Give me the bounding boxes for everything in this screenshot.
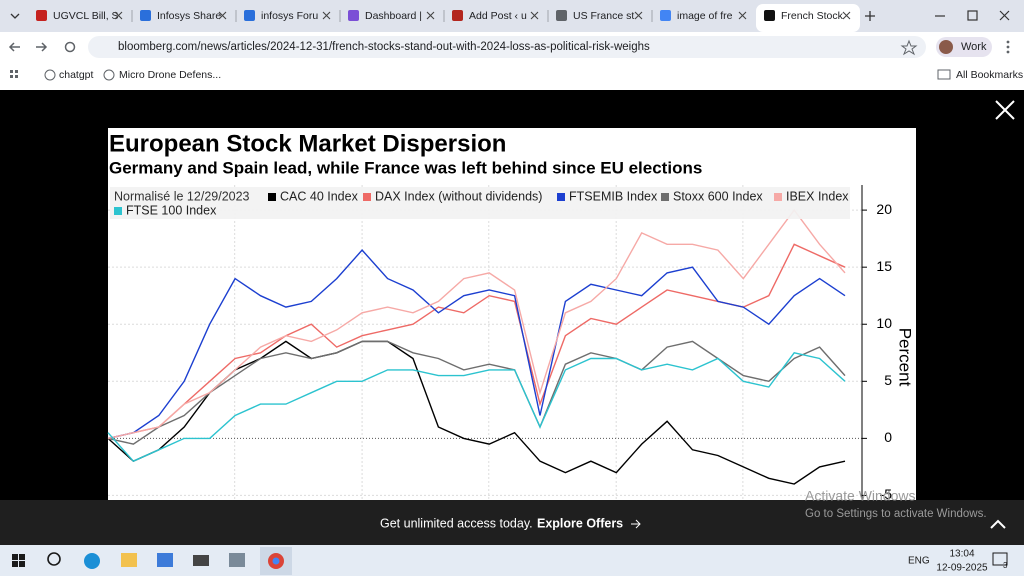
chrome-icon-center [272, 557, 280, 565]
series-line [107, 249, 846, 440]
tab-title[interactable]: infosys Foru [261, 10, 318, 22]
tab-favicon [348, 10, 359, 21]
watermark-title: Activate Windows [805, 488, 915, 504]
legend-swatch [661, 193, 669, 201]
tab-favicon [452, 10, 463, 21]
y-axis-label: Percent [896, 328, 915, 387]
reload-button[interactable] [64, 41, 76, 53]
legend-swatch [774, 193, 782, 201]
tab-title[interactable]: Add Post ‹ u [469, 10, 527, 22]
all-bookmarks[interactable]: All Bookmarks [956, 69, 1023, 81]
legend-label: DAX Index (without dividends) [375, 189, 542, 203]
tab-close[interactable] [218, 11, 227, 20]
tab-favicon [36, 10, 47, 21]
legend-swatch [268, 193, 276, 201]
y-tick-label: -5 [880, 486, 893, 502]
tab-title[interactable]: French Stock [781, 10, 844, 22]
address-bar[interactable] [88, 36, 926, 58]
tab-title[interactable]: US France st [573, 10, 634, 22]
banner-link[interactable]: Explore Offers [537, 516, 623, 530]
tab-close[interactable] [530, 11, 539, 20]
y-tick-label: 15 [876, 258, 892, 274]
tab-active[interactable] [756, 4, 860, 32]
edge-icon[interactable] [84, 553, 100, 569]
chart-subtitle: Germany and Spain lead, while France was… [109, 158, 702, 177]
clock-time[interactable]: 13:04 [949, 549, 974, 560]
legend-title: Normalisé le 12/29/2023 [114, 189, 250, 203]
url[interactable]: bloomberg.com/news/articles/2024-12-31/f… [118, 41, 650, 53]
start-button[interactable] [12, 554, 25, 567]
tab-favicon [140, 10, 151, 21]
legend-box [110, 187, 850, 219]
taskbar [0, 545, 1024, 576]
tab-favicon [556, 10, 567, 21]
banner-toggle[interactable] [990, 519, 1006, 529]
forward-button[interactable] [36, 42, 48, 52]
y-tick-label: 10 [876, 315, 892, 331]
series-line [107, 352, 846, 463]
series-line [107, 340, 846, 445]
close-overlay[interactable] [995, 100, 1015, 120]
series-line [107, 208, 846, 440]
menu-button[interactable] [1006, 40, 1010, 54]
legend-label: CAC 40 Index [280, 189, 359, 203]
tab-favicon [660, 10, 671, 21]
tab-search[interactable] [10, 13, 20, 19]
offer-banner [0, 500, 1024, 545]
tab-close[interactable] [114, 11, 123, 20]
tab-title[interactable]: image of fre [677, 10, 733, 22]
new-tab[interactable] [865, 11, 875, 21]
explorer-icon[interactable] [121, 553, 137, 567]
tab-title[interactable]: UGVCL Bill, S [53, 10, 119, 22]
tab-favicon [764, 10, 775, 21]
tab-close[interactable] [322, 11, 331, 20]
app-icon[interactable] [229, 553, 245, 567]
notification-count: 3 [1003, 561, 1008, 570]
legend-label: FTSEMIB Index [569, 189, 658, 203]
tab-close[interactable] [842, 11, 851, 20]
tab-favicon [244, 10, 255, 21]
legend-swatch [557, 193, 565, 201]
legend-swatch [363, 193, 371, 201]
legend-label: IBEX Index [786, 189, 849, 203]
mail-icon[interactable] [193, 555, 209, 566]
banner-text: Get unlimited access today. [380, 516, 533, 530]
store-icon[interactable] [157, 553, 173, 567]
clock-date[interactable]: 12-09-2025 [936, 563, 988, 574]
legend-label: FTSE 100 Index [126, 203, 217, 217]
chart-title: European Stock Market Dispersion [109, 130, 506, 157]
bookmark[interactable]: Micro Drone Defens... [119, 69, 221, 81]
tab-close[interactable] [634, 11, 643, 20]
tab-close[interactable] [738, 11, 747, 20]
profile-avatar [939, 40, 953, 54]
bookmark-icon [44, 69, 56, 81]
bookmark[interactable]: chatgpt [59, 69, 94, 81]
window-controls[interactable] [935, 10, 1010, 21]
profile-name: Work [961, 41, 987, 53]
bookmark-star[interactable] [900, 39, 918, 56]
apps-button[interactable] [10, 70, 18, 78]
y-tick-label: 20 [876, 201, 892, 217]
bookmarks-bar [0, 62, 1024, 90]
y-tick-label: 5 [884, 372, 892, 388]
tab-title[interactable]: Infosys Share [157, 10, 221, 22]
tab-close[interactable] [426, 11, 435, 20]
bookmark-icon [103, 69, 115, 81]
legend-label: Stoxx 600 Index [673, 189, 763, 203]
banner-arrow[interactable] [631, 519, 641, 529]
folder-icon [937, 69, 951, 80]
language[interactable]: ENG [908, 556, 930, 567]
legend-swatch [114, 207, 122, 215]
y-tick-label: 0 [884, 429, 892, 445]
search-button[interactable] [47, 552, 61, 566]
back-button[interactable] [8, 42, 20, 52]
notifications-icon[interactable] [992, 552, 1008, 566]
watermark-subtitle: Go to Settings to activate Windows. [805, 508, 987, 520]
tab-title[interactable]: Dashboard | [365, 10, 422, 22]
